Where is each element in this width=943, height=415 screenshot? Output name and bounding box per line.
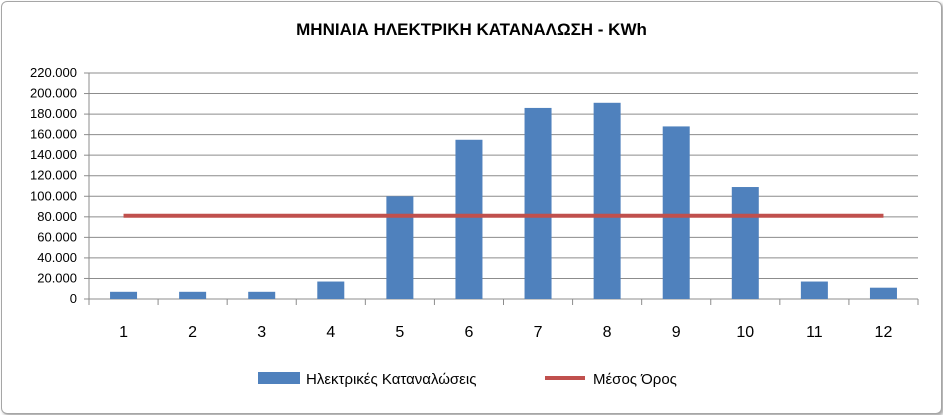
x-tick-label: 7	[534, 324, 543, 341]
bar	[110, 291, 138, 299]
bar	[593, 102, 621, 299]
y-tick-label: 60.000	[37, 229, 77, 244]
bar	[662, 126, 690, 299]
x-tick-label: 2	[188, 324, 197, 341]
x-tick-label: 4	[326, 324, 335, 341]
y-tick-label: 0	[70, 291, 77, 306]
legend-line-label: Μέσος Όρος	[593, 371, 677, 388]
bar	[179, 291, 207, 299]
y-tick-label: 180.000	[30, 106, 77, 121]
x-tick-label: 5	[395, 324, 404, 341]
x-tick-label: 1	[119, 324, 128, 341]
bar	[386, 196, 414, 299]
x-tick-label: 8	[603, 324, 612, 341]
y-tick-label: 40.000	[37, 250, 77, 265]
x-tick-label: 12	[875, 324, 893, 341]
bar	[524, 107, 552, 299]
bar	[869, 287, 897, 299]
y-tick-label: 80.000	[37, 209, 77, 224]
y-tick-label: 120.000	[30, 168, 77, 183]
bar	[248, 291, 276, 299]
x-tick-label: 6	[465, 324, 474, 341]
legend-bar-swatch	[258, 372, 300, 384]
chart-title: ΜΗΝΙΑΙΑ ΗΛΕΚΤΡΙΚΗ ΚΑΤΑΝΑΛΩΣΗ - KWh	[296, 20, 647, 39]
y-tick-label: 220.000	[30, 65, 77, 80]
x-tick-label: 11	[806, 324, 823, 341]
legend-bar-label: Ηλεκτρικές Καταναλώσεις	[306, 371, 476, 388]
x-tick-label: 3	[257, 324, 266, 341]
y-tick-label: 160.000	[30, 127, 77, 142]
bar	[317, 281, 345, 299]
x-tick-label: 9	[672, 324, 681, 341]
x-tick-label: 10	[736, 324, 754, 341]
bar	[455, 139, 483, 299]
y-tick-label: 100.000	[30, 188, 77, 203]
bar	[731, 187, 759, 299]
y-tick-label: 20.000	[37, 270, 77, 285]
y-tick-label: 140.000	[30, 147, 77, 162]
bar	[800, 281, 828, 299]
y-tick-label: 200.000	[30, 86, 77, 101]
